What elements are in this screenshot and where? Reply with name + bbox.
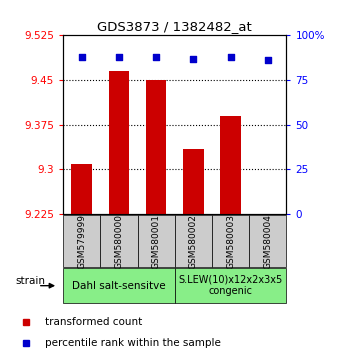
Bar	[109, 71, 129, 214]
Bar	[212, 215, 249, 267]
Text: GSM579999: GSM579999	[77, 213, 86, 269]
Bar	[249, 215, 286, 267]
Bar	[146, 80, 166, 214]
Bar	[137, 215, 175, 267]
Title: GDS3873 / 1382482_at: GDS3873 / 1382482_at	[98, 20, 252, 33]
Point	[116, 54, 122, 60]
Point	[228, 54, 233, 60]
Text: GSM580001: GSM580001	[152, 213, 161, 269]
Point	[265, 58, 270, 63]
Point	[79, 54, 85, 60]
Bar	[220, 116, 241, 214]
Bar	[100, 215, 137, 267]
Bar	[175, 215, 212, 267]
Bar	[175, 268, 286, 303]
Text: Dahl salt-sensitve: Dahl salt-sensitve	[72, 281, 166, 291]
Bar	[183, 149, 204, 214]
Bar	[63, 268, 175, 303]
Text: transformed count: transformed count	[45, 316, 142, 327]
Text: strain: strain	[16, 276, 46, 286]
Text: percentile rank within the sample: percentile rank within the sample	[45, 338, 221, 348]
Point	[153, 54, 159, 60]
Text: GSM580004: GSM580004	[263, 213, 272, 269]
Point	[191, 56, 196, 62]
Text: GSM580003: GSM580003	[226, 213, 235, 269]
Bar	[72, 164, 92, 214]
Bar	[63, 215, 100, 267]
Text: S.LEW(10)x12x2x3x5
congenic: S.LEW(10)x12x2x3x5 congenic	[178, 275, 283, 297]
Text: GSM580000: GSM580000	[115, 213, 123, 269]
Text: GSM580002: GSM580002	[189, 213, 198, 269]
